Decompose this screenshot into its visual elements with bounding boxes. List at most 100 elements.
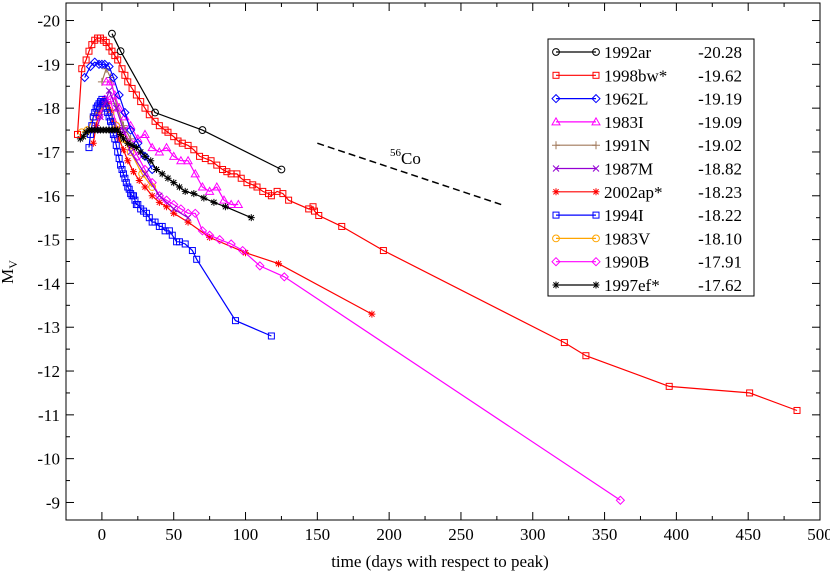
data-point-1998bw bbox=[82, 56, 90, 64]
y-axis-label-main: M bbox=[0, 269, 17, 284]
data-point-1994i bbox=[89, 113, 97, 121]
data-point-1987m bbox=[184, 214, 192, 222]
y-tick-label: -9 bbox=[46, 493, 60, 512]
data-point-2002ap bbox=[206, 233, 214, 241]
data-point-2002ap bbox=[124, 157, 132, 165]
legend-label-1962l: 1962L bbox=[604, 90, 648, 109]
data-point-1997ef bbox=[190, 190, 198, 198]
x-tick-label: 50 bbox=[165, 525, 182, 544]
data-point-2002ap bbox=[141, 183, 149, 191]
data-point-1990b bbox=[237, 245, 248, 256]
data-point-1998bw bbox=[285, 196, 293, 204]
co56-annotation-text: Co bbox=[401, 149, 421, 168]
data-point-1997ef bbox=[132, 144, 140, 152]
data-point-1998bw bbox=[315, 211, 323, 219]
x-axis-label: time (days with respect to peak) bbox=[331, 552, 549, 571]
data-point-1994i bbox=[112, 141, 120, 149]
legend-label-1983v: 1983V bbox=[604, 229, 651, 248]
data-point-1983i bbox=[120, 111, 130, 121]
data-point-1998bw bbox=[560, 339, 568, 347]
data-point-1998bw bbox=[78, 65, 86, 73]
x-tick-label: 100 bbox=[233, 525, 259, 544]
data-point-1994i bbox=[122, 179, 130, 187]
legend-entry-1983i: 1983I -19.09 bbox=[551, 113, 742, 132]
y-tick-label: -10 bbox=[37, 450, 60, 469]
y-tick-label: -18 bbox=[37, 99, 60, 118]
data-point-1998bw bbox=[219, 165, 227, 173]
legend-entry-2002ap: 2002ap* -18.23 bbox=[552, 183, 742, 202]
data-point-1992ar bbox=[277, 165, 286, 174]
data-point-1962l bbox=[100, 59, 110, 70]
data-point-1997ef bbox=[141, 152, 149, 160]
y-tick-label: -16 bbox=[37, 187, 60, 206]
data-point-1994i bbox=[130, 192, 138, 200]
y-tick-label: -14 bbox=[37, 274, 60, 293]
legend-entry-1998bw: 1998bw* -19.62 bbox=[552, 66, 742, 85]
data-point-1994i bbox=[181, 240, 189, 248]
data-point-1994i bbox=[118, 165, 126, 173]
data-point-1998bw bbox=[213, 161, 221, 169]
data-point-2002ap bbox=[368, 310, 376, 318]
legend-swatch-marker bbox=[592, 281, 600, 289]
data-point-1983i bbox=[176, 155, 186, 165]
data-point-1992ar bbox=[108, 29, 116, 38]
data-point-1998bw bbox=[267, 192, 275, 200]
data-point-1998bw bbox=[170, 133, 178, 141]
data-point-1962l bbox=[104, 61, 114, 72]
data-point-1998bw bbox=[279, 190, 287, 198]
data-point-1983v bbox=[148, 183, 157, 191]
data-point-1997ef bbox=[79, 133, 87, 141]
legend-label-1991n: 1991N bbox=[604, 136, 650, 155]
data-point-1983i bbox=[140, 129, 150, 138]
legend-label-1994i: 1994I bbox=[604, 206, 644, 225]
legend-swatch-marker bbox=[552, 281, 560, 289]
legend-swatch-marker bbox=[592, 234, 600, 243]
data-point-1998bw bbox=[155, 122, 163, 130]
data-point-1997ef bbox=[221, 203, 229, 211]
x-tick-label: 0 bbox=[98, 525, 107, 544]
legend-swatch-marker bbox=[592, 165, 600, 172]
legend-swatch-marker bbox=[592, 188, 600, 196]
data-point-1990b bbox=[197, 226, 208, 236]
data-point-2002ap bbox=[92, 122, 100, 130]
data-point-1992ar bbox=[151, 108, 159, 117]
data-point-1994i bbox=[119, 170, 127, 178]
data-point-2002ap bbox=[155, 198, 163, 206]
data-point-1994i bbox=[111, 135, 119, 143]
data-point-1990b bbox=[226, 239, 236, 249]
legend-swatch-marker bbox=[591, 256, 601, 267]
data-point-1987m bbox=[155, 192, 163, 200]
x-tick-label: 350 bbox=[592, 525, 618, 544]
x-tick-label: 200 bbox=[376, 525, 402, 544]
data-point-1962l bbox=[140, 151, 150, 162]
data-point-1998bw bbox=[746, 389, 754, 397]
legend-entry-1992ar: 1992ar -20.28 bbox=[552, 43, 742, 62]
data-point-1998bw bbox=[223, 168, 231, 176]
data-point-1997ef bbox=[210, 198, 218, 206]
data-point-1994i bbox=[151, 218, 159, 226]
legend-entry-1983v: 1983V -18.10 bbox=[552, 229, 742, 248]
y-axis-label: MV bbox=[0, 260, 20, 284]
legend-label-1987m: 1987M bbox=[604, 160, 653, 179]
data-point-1998bw bbox=[338, 222, 346, 230]
data-point-1997ef bbox=[119, 135, 127, 143]
data-point-1994i bbox=[101, 100, 109, 108]
data-point-1990b bbox=[190, 208, 200, 219]
svg-text:56Co: 56Co bbox=[390, 147, 421, 168]
legend-swatch-marker bbox=[592, 48, 600, 56]
data-point-1983i bbox=[132, 133, 143, 143]
data-point-1998bw bbox=[665, 382, 673, 390]
data-point-1990b bbox=[204, 230, 215, 240]
data-point-1994i bbox=[188, 247, 196, 255]
data-point-1997ef bbox=[114, 126, 122, 134]
data-point-1992ar bbox=[198, 126, 207, 134]
legend-swatch-marker bbox=[551, 256, 561, 267]
legend-peak-1990b: -17.91 bbox=[698, 253, 742, 272]
series-1992ar bbox=[108, 29, 286, 174]
data-point-1994i bbox=[107, 117, 115, 125]
legend-swatch-marker bbox=[592, 211, 600, 219]
series-1997ef bbox=[76, 126, 255, 222]
data-point-1998bw bbox=[190, 146, 198, 154]
legend-label-1997ef: 1997ef* bbox=[604, 276, 660, 295]
data-point-1991n bbox=[126, 134, 135, 143]
